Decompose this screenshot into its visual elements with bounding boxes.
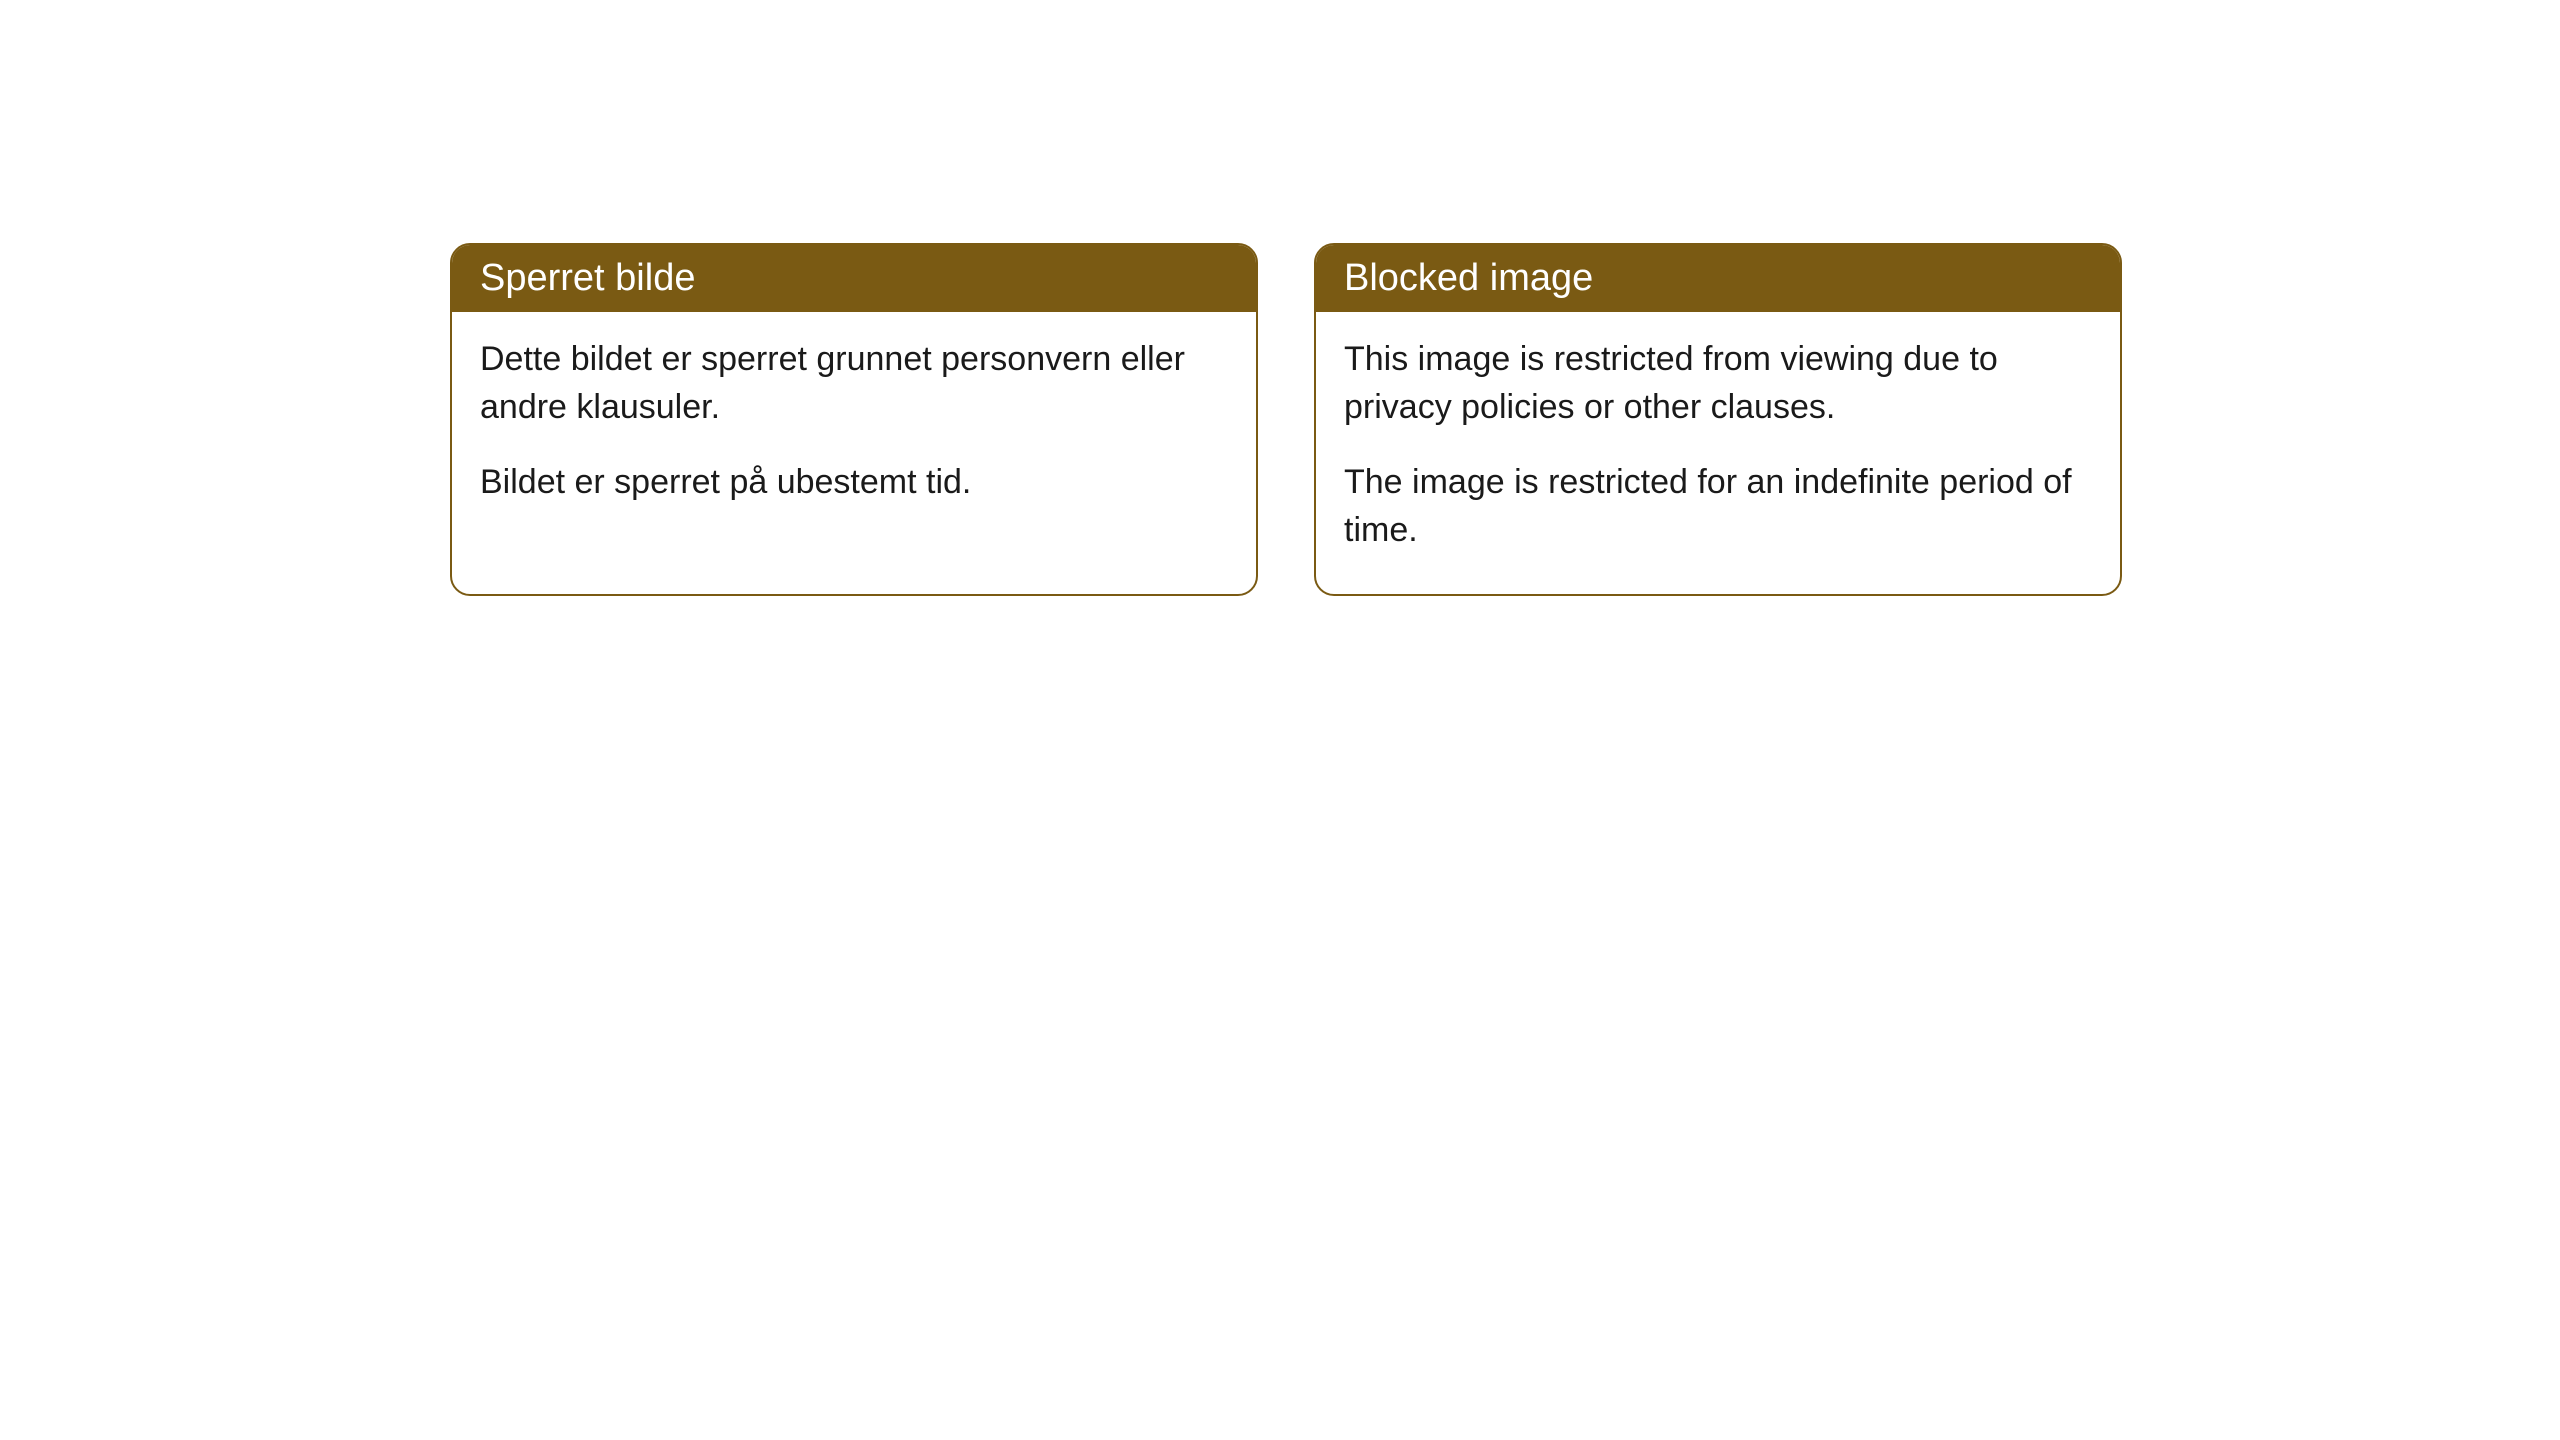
notice-container: Sperret bilde Dette bildet er sperret gr…: [450, 243, 2122, 596]
notice-text-2: Bildet er sperret på ubestemt tid.: [480, 459, 1228, 507]
notice-text-1: Dette bildet er sperret grunnet personve…: [480, 336, 1228, 431]
notice-text-1: This image is restricted from viewing du…: [1344, 336, 2092, 431]
card-body-norwegian: Dette bildet er sperret grunnet personve…: [452, 312, 1256, 547]
notice-card-english: Blocked image This image is restricted f…: [1314, 243, 2122, 596]
card-header-english: Blocked image: [1316, 245, 2120, 312]
notice-text-2: The image is restricted for an indefinit…: [1344, 459, 2092, 554]
card-body-english: This image is restricted from viewing du…: [1316, 312, 2120, 594]
notice-card-norwegian: Sperret bilde Dette bildet er sperret gr…: [450, 243, 1258, 596]
card-header-norwegian: Sperret bilde: [452, 245, 1256, 312]
